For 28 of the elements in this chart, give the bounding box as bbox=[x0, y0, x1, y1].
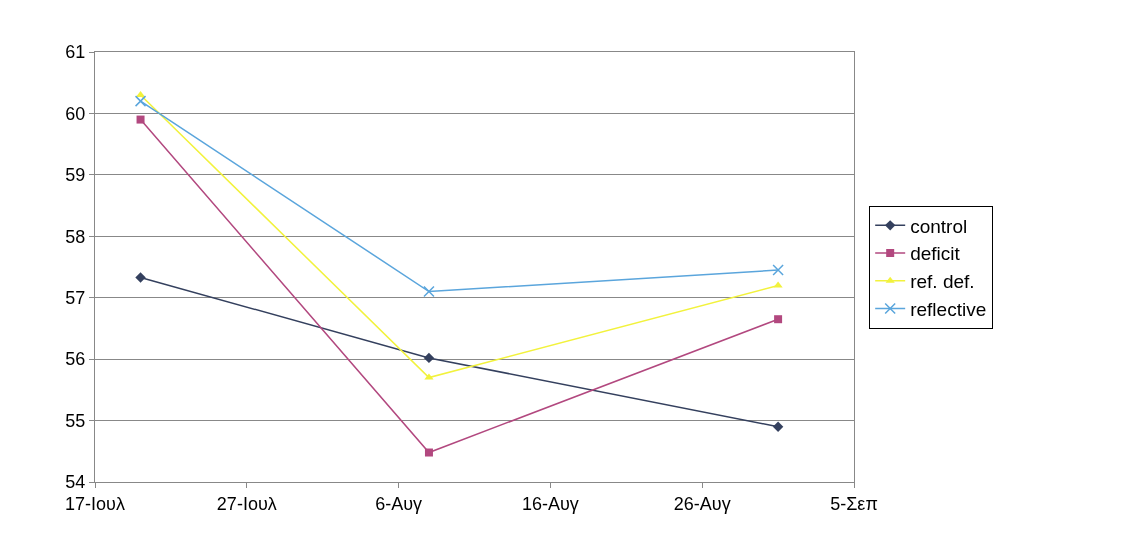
point bbox=[774, 315, 783, 324]
x-tick-label: 27-Ιουλ bbox=[216, 493, 277, 514]
point bbox=[424, 448, 433, 457]
y-tick-label: 55 bbox=[65, 410, 86, 431]
y-tick-label: 54 bbox=[65, 472, 86, 493]
x-tick-label: 6-Αυγ bbox=[375, 493, 423, 514]
x-tick-label: 26-Αυγ bbox=[673, 493, 731, 514]
x-tick-label: 5-Σεπ bbox=[830, 493, 878, 514]
x-tick-label: 16-Αυγ bbox=[521, 493, 579, 514]
x-tick-label: 17-Ιουλ bbox=[65, 493, 125, 514]
y-tick-label: 57 bbox=[65, 288, 86, 309]
point bbox=[772, 421, 784, 432]
y-tick-label: 59 bbox=[65, 165, 86, 186]
point bbox=[134, 95, 147, 107]
y-tick-label: 56 bbox=[65, 349, 86, 370]
legend-label: control bbox=[910, 215, 968, 237]
point bbox=[423, 352, 435, 364]
y-tick-label: 58 bbox=[65, 226, 86, 247]
legend-label: ref. def. bbox=[910, 271, 975, 293]
point bbox=[423, 285, 435, 298]
y-tick-label: 61 bbox=[65, 42, 86, 63]
legend-label: reflective bbox=[910, 298, 987, 320]
y-tick-label: 60 bbox=[65, 103, 86, 124]
point bbox=[424, 373, 434, 380]
point bbox=[135, 272, 146, 283]
legend-label: deficit bbox=[910, 243, 961, 265]
point bbox=[772, 264, 784, 276]
point bbox=[136, 115, 145, 124]
